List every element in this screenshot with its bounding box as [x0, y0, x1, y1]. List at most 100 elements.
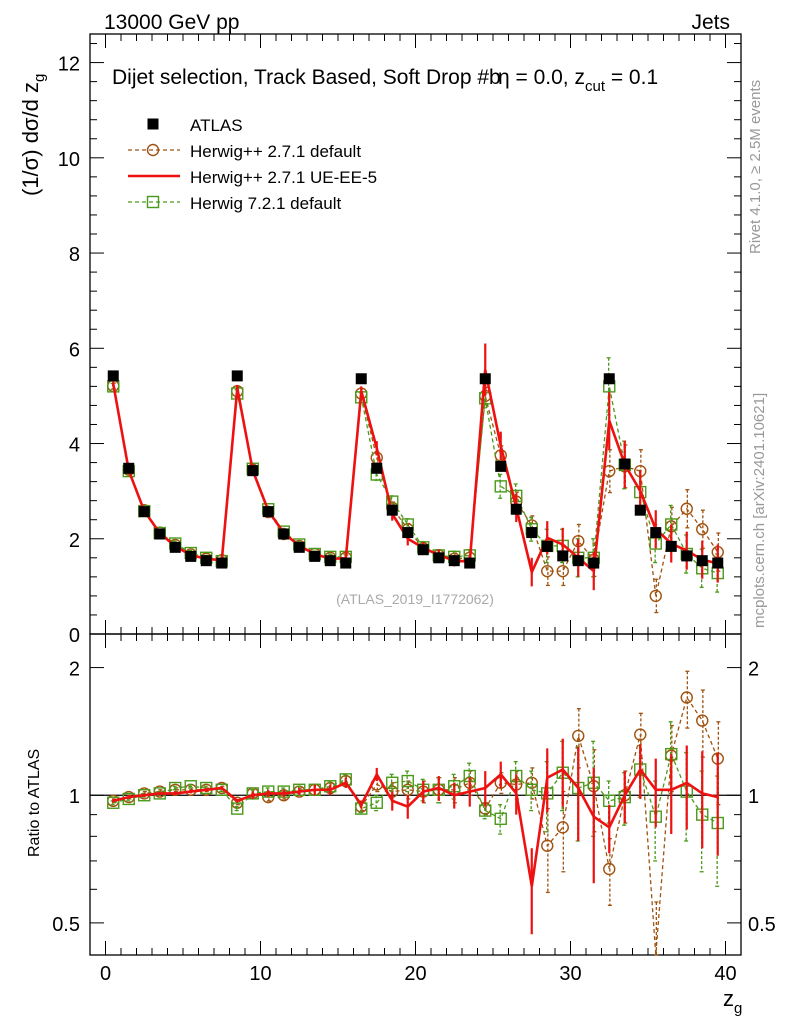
herwig-7-2-1-default-point	[386, 776, 399, 789]
x-tick-label: 30	[559, 963, 581, 985]
series-herwigpp-2-7-1-default	[107, 670, 724, 956]
atlas-point	[696, 555, 708, 567]
y-tick-label: 6	[69, 339, 80, 361]
atlas-point	[231, 370, 243, 382]
series-herwigpp-2-7-1-ue-ee-5	[112, 738, 719, 935]
ratio-y-tick-label: 2	[69, 659, 80, 681]
atlas-point	[634, 504, 646, 516]
y-tick-label: 4	[69, 435, 80, 457]
atlas-point	[185, 550, 197, 562]
x-tick-label: 40	[714, 963, 736, 985]
y-tick-label: 10	[58, 149, 80, 171]
atlas-point	[371, 462, 383, 474]
y-axis-title: (1/σ) dσ/d zg	[18, 74, 48, 196]
atlas-point	[324, 555, 336, 567]
herwigpp-2-7-1-default-point	[634, 728, 647, 741]
herwigpp-2-7-1-default-point	[572, 729, 585, 743]
legend-label-herwigpp-2-7-1-ue-ee-5: Herwig++ 2.7.1 UE-EE-5	[190, 168, 377, 187]
herwig-7-2-1-default-point	[262, 785, 275, 798]
atlas-point	[386, 504, 398, 516]
atlas-point	[154, 528, 166, 540]
atlas-point	[417, 544, 429, 556]
herwigpp-2-7-1-default-point	[541, 839, 554, 852]
main-panel: 0 2 4 6 8 10 12 (1/σ) dσ/d zg Dijet selection, T…	[18, 33, 742, 647]
atlas-point	[433, 552, 445, 564]
series-herwig-7-2-1-default	[107, 721, 724, 887]
series-atlas	[107, 370, 724, 569]
herwig-7-2-1-default-point	[494, 812, 507, 825]
y-tick-label: 8	[69, 244, 80, 266]
atlas-point	[526, 527, 538, 539]
herwigpp-2-7-1-default-point	[680, 502, 693, 515]
collision-label: 13000 GeV pp	[104, 11, 239, 34]
y-tick-label: 2	[69, 530, 80, 552]
legend-label-atlas: ATLAS	[190, 116, 243, 135]
herwig-7-2-1-default-point	[370, 796, 383, 809]
atlas-point	[216, 557, 228, 569]
ratio-y-tick-label-right: 0.5	[748, 914, 776, 936]
y-tick-label: 12	[58, 54, 80, 76]
atlas-point	[262, 506, 274, 518]
plot-title: Dijet selection, Track Based, Soft Drop …	[112, 66, 658, 95]
atlas-point	[402, 527, 414, 539]
legend-marker-atlas	[147, 118, 159, 130]
herwigpp-2-7-1-default-point	[680, 691, 693, 704]
atlas-point	[479, 373, 491, 385]
atlas-point	[448, 555, 460, 567]
herwig-7-2-1-default-point	[494, 480, 507, 493]
herwigpp-2-7-1-default-point	[603, 862, 616, 876]
atlas-point	[138, 506, 150, 518]
series-herwigpp-2-7-1-default	[107, 379, 724, 614]
atlas-point	[681, 550, 693, 562]
herwig-7-2-1-default-point	[401, 774, 414, 788]
analysis-watermark: (ATLAS_2019_I1772062)	[336, 591, 494, 607]
x-tick-label: 0	[100, 963, 111, 985]
atlas-point	[603, 373, 615, 385]
herwig-7-2-1-default-point	[231, 802, 244, 815]
atlas-point	[107, 370, 119, 382]
herwigpp-2-7-1-ue-ee-5-line	[112, 767, 719, 887]
atlas-point	[247, 465, 259, 477]
atlas-point	[712, 557, 724, 569]
ratio-axis-title: Ratio to ATLAS	[26, 749, 43, 857]
legend-label-herwigpp-2-7-1-default: Herwig++ 2.7.1 default	[190, 142, 361, 161]
atlas-point	[619, 458, 631, 470]
x-tick-label: 10	[249, 963, 271, 985]
atlas-point	[588, 557, 600, 569]
legend-marker-herwig-7-2-1-default	[146, 195, 160, 209]
atlas-point	[340, 557, 352, 569]
herwig-7-2-1-default-point	[107, 796, 120, 809]
atlas-point	[572, 555, 584, 567]
y-tick-label: 0	[69, 625, 80, 647]
atlas-point	[123, 462, 135, 474]
ratio-y-tick-label-right: 1	[748, 786, 759, 808]
atlas-point	[200, 555, 212, 567]
herwigpp-2-7-1-default-point	[556, 821, 569, 834]
legend-marker-herwigpp-2-7-1-default	[146, 143, 160, 157]
herwigpp-2-7-1-default-point	[541, 564, 554, 578]
atlas-point	[510, 503, 522, 515]
herwigpp-2-7-1-default-point	[696, 714, 709, 727]
herwig-7-2-1-default-line	[113, 752, 719, 824]
atlas-point	[495, 460, 507, 472]
atlas-point	[541, 540, 553, 552]
x-axis-title: zg	[723, 986, 742, 1017]
herwigpp-2-7-1-default-point	[649, 589, 662, 603]
mcplots-label: mcplots.cern.ch [arXiv:2401.10621]	[751, 393, 768, 628]
ratio-y-tick-label: 1	[69, 786, 80, 808]
herwigpp-2-7-1-default-point	[696, 523, 709, 536]
atlas-point	[665, 540, 677, 552]
herwigpp-2-7-1-ue-ee-5-line	[112, 369, 719, 577]
atlas-point	[355, 373, 367, 385]
atlas-point	[293, 541, 305, 553]
ratio-y-tick-label: 0.5	[52, 914, 80, 936]
x-tick-label: 20	[404, 963, 426, 985]
herwigpp-2-7-1-default-line	[113, 695, 719, 956]
atlas-point	[278, 528, 290, 540]
legend: ATLAS Herwig++ 2.7.1 default Herwig++ 2.7.…	[128, 116, 377, 213]
ratio-panel: 0 10 20 30 40 0.5 0.5 1 1 2 2 Ratio to ATLAS zg	[26, 633, 776, 1017]
rivet-version-label: Rivet 4.1.0, ≥ 2.5M events	[747, 80, 764, 254]
atlas-point	[309, 550, 321, 562]
atlas-point	[650, 527, 662, 539]
